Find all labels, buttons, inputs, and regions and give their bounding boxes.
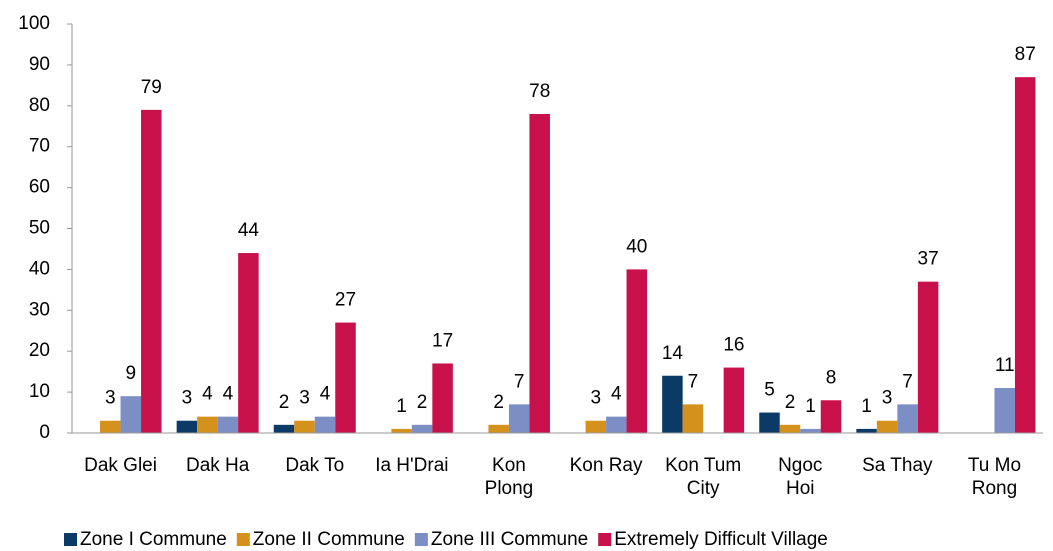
x-tick-label: Dak Glei bbox=[84, 455, 157, 476]
bar bbox=[856, 428, 877, 433]
data-label: 4 bbox=[611, 384, 622, 405]
data-label: 7 bbox=[514, 371, 525, 392]
y-tick-label: 40 bbox=[29, 258, 50, 279]
y-tick-label: 90 bbox=[29, 54, 50, 75]
bar bbox=[314, 416, 336, 433]
data-label: 3 bbox=[882, 388, 893, 409]
data-label: 1 bbox=[396, 396, 407, 417]
data-label: 2 bbox=[279, 392, 290, 413]
data-label: 79 bbox=[141, 77, 162, 98]
legend-label: Zone III Commune bbox=[431, 529, 588, 550]
bar bbox=[488, 424, 509, 433]
data-label: 2 bbox=[417, 392, 428, 413]
bar bbox=[606, 416, 627, 433]
data-label: 78 bbox=[529, 81, 550, 102]
bar bbox=[120, 396, 142, 433]
data-label: 3 bbox=[182, 388, 193, 409]
legend-swatch bbox=[414, 533, 428, 546]
y-tick-label: 70 bbox=[29, 136, 50, 157]
y-tick-label: 50 bbox=[29, 218, 50, 239]
data-label: 17 bbox=[432, 330, 453, 351]
data-label: 8 bbox=[826, 367, 837, 388]
bar bbox=[917, 281, 939, 433]
x-tick-label: Sa Thay bbox=[862, 455, 933, 476]
bar bbox=[197, 416, 218, 433]
x-tick-label: Ngoc Hoi bbox=[778, 455, 822, 499]
y-tick-label: 60 bbox=[29, 177, 50, 198]
data-label: 44 bbox=[238, 220, 260, 241]
y-tick-label: 10 bbox=[29, 381, 50, 402]
legend-swatch bbox=[598, 533, 612, 546]
bar bbox=[100, 420, 121, 433]
data-label: 37 bbox=[918, 249, 939, 270]
bar bbox=[626, 269, 648, 433]
data-label: 16 bbox=[723, 335, 744, 356]
data-label: 1 bbox=[805, 396, 816, 417]
x-tick-label: Dak Ha bbox=[186, 455, 250, 476]
x-tick-label: Dak To bbox=[285, 455, 344, 476]
bar bbox=[391, 428, 412, 433]
data-label: 87 bbox=[1015, 44, 1036, 65]
y-tick-label: 20 bbox=[29, 340, 50, 361]
y-tick-label: 30 bbox=[29, 299, 50, 320]
x-tick-label: Kon Tum City bbox=[665, 455, 741, 499]
bar bbox=[994, 388, 1015, 433]
data-label: 11 bbox=[995, 355, 1015, 376]
y-tick-label: 80 bbox=[29, 95, 50, 116]
data-label: 3 bbox=[591, 388, 602, 409]
bar bbox=[876, 420, 898, 433]
bar bbox=[682, 404, 704, 433]
bar bbox=[411, 424, 433, 433]
bar bbox=[335, 322, 356, 433]
data-label: 5 bbox=[764, 380, 775, 401]
bar bbox=[432, 363, 453, 433]
x-tick-label: Ia H'Drai bbox=[375, 455, 448, 476]
bar bbox=[779, 424, 801, 433]
bar bbox=[585, 420, 607, 433]
legend-swatch bbox=[236, 533, 250, 546]
data-label: 9 bbox=[126, 363, 137, 384]
y-tick-label: 0 bbox=[39, 422, 50, 443]
bar bbox=[759, 412, 780, 433]
data-label: 1 bbox=[861, 396, 872, 417]
data-label: 27 bbox=[335, 290, 356, 311]
bar bbox=[176, 420, 198, 433]
bar bbox=[1014, 77, 1036, 434]
data-label: 7 bbox=[902, 371, 913, 392]
bar bbox=[273, 424, 295, 433]
data-label: 40 bbox=[626, 236, 647, 257]
legend-label: Extremely Difficult Village bbox=[614, 529, 828, 550]
data-label: 3 bbox=[299, 388, 310, 409]
data-label: 2 bbox=[785, 392, 796, 413]
bar bbox=[800, 428, 821, 433]
bar bbox=[238, 253, 259, 433]
legend-swatch bbox=[64, 533, 77, 546]
x-tick-label: Tu Mo Rong bbox=[968, 455, 1021, 499]
data-label: 4 bbox=[223, 384, 234, 405]
data-label: 4 bbox=[202, 384, 213, 405]
data-label: 4 bbox=[320, 384, 331, 405]
bar bbox=[723, 367, 745, 433]
legend-label: Zone II Commune bbox=[253, 529, 405, 550]
legend-label: Zone I Commune bbox=[80, 529, 227, 550]
bar bbox=[529, 113, 550, 433]
bar bbox=[141, 109, 162, 433]
bar bbox=[508, 404, 530, 433]
data-label: 7 bbox=[688, 371, 699, 392]
data-label: 3 bbox=[105, 388, 116, 409]
bar bbox=[217, 416, 239, 433]
x-tick-label: Kon Plong bbox=[485, 455, 534, 499]
data-label: 14 bbox=[662, 343, 684, 364]
data-label: 2 bbox=[493, 392, 504, 413]
y-tick-label: 100 bbox=[18, 13, 50, 34]
bar bbox=[294, 420, 315, 433]
bar bbox=[897, 404, 918, 433]
bar bbox=[662, 375, 683, 433]
bar bbox=[820, 400, 842, 433]
x-tick-label: Kon Ray bbox=[570, 455, 643, 476]
